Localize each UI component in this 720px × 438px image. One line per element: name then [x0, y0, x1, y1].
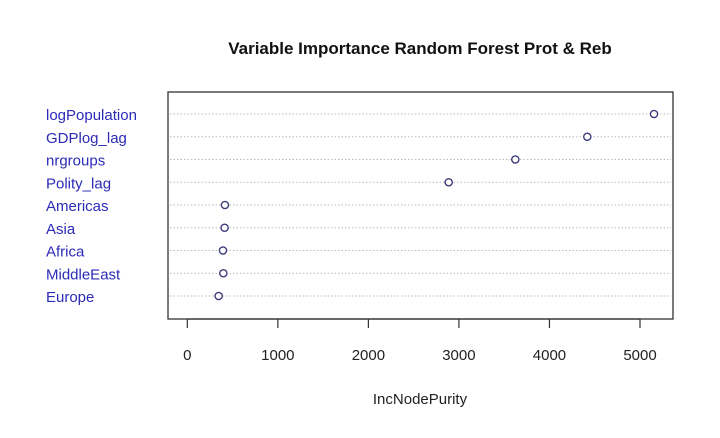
data-point	[219, 268, 228, 278]
data-point	[214, 291, 223, 301]
x-tick-label: 4000	[533, 347, 566, 364]
x-tick-label: 2000	[352, 347, 385, 364]
x-tick-label: 0	[183, 347, 191, 364]
category-label: logPopulation	[46, 107, 137, 124]
data-point	[220, 200, 230, 210]
category-label: Polity_lag	[46, 175, 111, 192]
category-label: Europe	[46, 289, 94, 306]
category-label: MiddleEast	[46, 266, 121, 283]
category-label: nrgroups	[46, 153, 105, 170]
category-label: Africa	[46, 244, 85, 261]
chart-title: Variable Importance Random Forest Prot &…	[228, 39, 612, 58]
x-tick-label: 3000	[442, 347, 475, 364]
data-point	[220, 223, 229, 233]
data-point	[218, 246, 228, 255]
category-label: GDPlog_lag	[46, 130, 127, 147]
data-point	[649, 109, 659, 119]
x-tick-label: 5000	[623, 347, 656, 364]
category-label: Americas	[46, 198, 109, 215]
data-point	[583, 132, 592, 142]
data-point	[511, 155, 520, 164]
category-label: Asia	[46, 221, 76, 238]
x-tick-label: 1000	[261, 347, 294, 364]
x-axis-label: IncNodePurity	[373, 391, 468, 408]
data-point	[444, 177, 453, 187]
